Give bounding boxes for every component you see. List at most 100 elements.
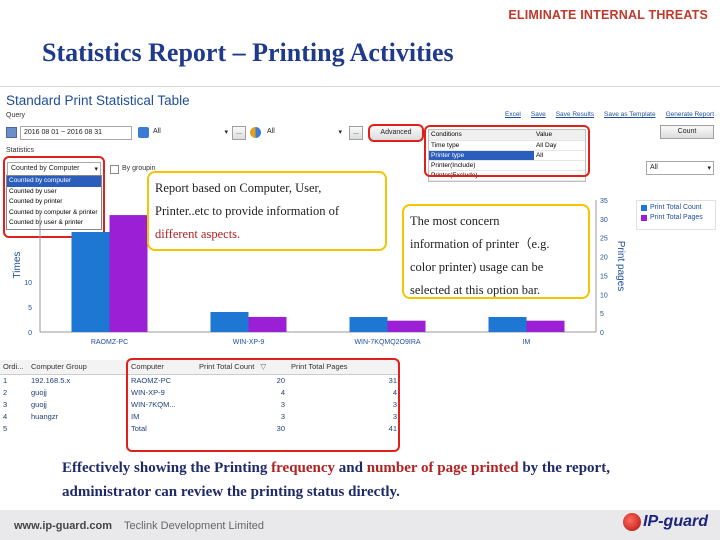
callout-line: color printer) usage can be xyxy=(410,260,544,274)
logo-mark-icon xyxy=(623,513,642,531)
cell-order: 5 xyxy=(3,423,8,433)
y2-tick-label: 10 xyxy=(600,292,608,299)
legend-swatch-pages xyxy=(641,214,647,221)
bar-print-count xyxy=(349,317,388,332)
legend-item: Print Total Count xyxy=(641,204,711,211)
count-button[interactable]: Count xyxy=(660,125,714,139)
condition-name: Time type xyxy=(429,140,534,151)
computer-icon xyxy=(138,127,149,138)
cell-pages: 3 xyxy=(392,411,397,421)
users-icon xyxy=(250,127,261,138)
footer-url[interactable]: www.ip-guard.com xyxy=(14,520,112,532)
statistics-highlight xyxy=(3,156,105,238)
x-tick-label: WIN-7KQMQ2O9IRA xyxy=(354,339,420,346)
caption-text: Effectively showing the Printing xyxy=(62,460,272,476)
bar-print-count xyxy=(210,312,249,332)
value-header: Value xyxy=(533,130,585,141)
user-browse-button[interactable]: ... xyxy=(349,126,363,140)
table-row[interactable]: 4 huangzr IM 3 3 xyxy=(0,410,400,422)
callout-line: information of printer（e.g. xyxy=(410,237,550,251)
cell-order: 4 xyxy=(3,411,8,421)
table-row[interactable]: 3 guojj WIN-7KQM... 3 3 xyxy=(0,398,400,410)
bar-print-pages xyxy=(526,320,565,332)
bar-print-pages xyxy=(109,215,148,332)
cell-computer: Total xyxy=(131,423,147,433)
option-user-printer[interactable]: Counted by user & printer xyxy=(9,219,84,226)
bar-print-count xyxy=(71,232,110,332)
all-select[interactable]: All ▾ xyxy=(646,161,714,175)
save-link[interactable]: Save xyxy=(530,111,546,118)
x-tick-label: WIN-XP-9 xyxy=(233,339,265,346)
table-row[interactable]: 2 guojj WIN-XP-9 4 4 xyxy=(0,386,400,398)
table-row[interactable]: 1 192.168.5.x RAOMZ-PC 20 31 xyxy=(0,374,400,386)
condition-row[interactable]: Printer(Include) xyxy=(429,160,585,171)
statistics-options-list: Counted by computer Counted by user Coun… xyxy=(6,175,102,230)
x-tick-label: IM xyxy=(523,339,531,346)
caption-highlight-frequency: frequency xyxy=(271,460,336,476)
report-title: Standard Print Statistical Table xyxy=(6,93,190,108)
footer-bar xyxy=(0,510,720,540)
cell-count: 20 xyxy=(276,375,285,385)
user-select[interactable]: All ▾ xyxy=(264,126,344,140)
date-range-field[interactable]: 2016 08 01 ~ 2016 08 31 xyxy=(20,126,132,140)
cell-group: guojj xyxy=(31,387,47,397)
cell-order: 1 xyxy=(3,375,8,385)
chevron-down-icon: ▾ xyxy=(707,165,711,172)
save-results-link[interactable]: Save Results xyxy=(555,111,595,118)
tagline: ELIMINATE INTERNAL THREATS xyxy=(508,8,708,22)
y2-tick-label: 25 xyxy=(600,236,608,243)
legend-item: Print Total Pages xyxy=(641,214,711,221)
conditions-highlight xyxy=(424,125,590,177)
col-computer[interactable]: Computer xyxy=(128,360,196,375)
groupby-checkbox[interactable] xyxy=(110,165,119,174)
col-print-count[interactable]: Print Total Count ▽ xyxy=(196,360,288,375)
cell-count: 30 xyxy=(276,423,285,433)
computer-select[interactable]: All ▾ xyxy=(150,126,230,140)
cell-count: 3 xyxy=(280,399,285,409)
callout-report-basis: Report based on Computer, User, Printer.… xyxy=(147,171,387,251)
cell-group xyxy=(28,422,128,434)
option-user[interactable]: Counted by user xyxy=(9,187,57,195)
y2-tick-label: 0 xyxy=(600,330,604,337)
col-computer-group[interactable]: Computer Group xyxy=(28,360,128,375)
option-computer[interactable]: Counted by computer xyxy=(7,176,101,187)
cell-group: 192.168.5.x xyxy=(31,375,71,385)
y-tick-label: 5 xyxy=(28,305,32,312)
table-row[interactable]: 5 Total 30 41 xyxy=(0,422,400,434)
col-print-count-label: Print Total Count xyxy=(199,362,255,372)
cell-computer: RAOMZ-PC xyxy=(131,375,171,385)
calendar-icon[interactable] xyxy=(6,127,17,138)
sort-icon[interactable]: ▽ xyxy=(260,362,267,372)
footer-company: Teclink Development Limited xyxy=(124,520,265,532)
excel-link[interactable]: Excel xyxy=(504,111,521,118)
logo-text: IP-guard xyxy=(643,513,708,530)
condition-name: Printer type xyxy=(429,150,534,161)
computer-browse-button[interactable]: ... xyxy=(232,126,246,140)
cell-count: 3 xyxy=(280,411,285,421)
results-table: Ordi... Computer Group Computer Print To… xyxy=(0,360,400,434)
condition-value: All Day xyxy=(533,140,585,151)
y-tick-label: 10 xyxy=(24,280,32,287)
condition-name: Printer(Include) xyxy=(429,160,534,171)
condition-row[interactable]: Printer type All xyxy=(429,150,585,161)
cell-group: guojj xyxy=(31,399,47,409)
statistics-label: Statistics xyxy=(6,147,35,154)
option-computer-printer[interactable]: Counted by computer & printer xyxy=(9,208,98,216)
generate-report-link[interactable]: Generate Report xyxy=(665,111,714,118)
save-template-link[interactable]: Save as Template xyxy=(604,111,656,118)
legend-label-count: Print Total Count xyxy=(650,204,702,211)
cell-computer: WIN-XP-9 xyxy=(131,387,165,397)
callout-line: Printer..etc to provide information of xyxy=(155,204,339,218)
option-printer[interactable]: Counted by printer xyxy=(9,198,63,205)
condition-row[interactable]: Time type All Day xyxy=(429,140,585,151)
condition-value xyxy=(533,160,585,171)
y2-tick-label: 5 xyxy=(600,311,604,318)
x-tick-label: RAOMZ-PC xyxy=(91,339,128,346)
print-chart: 0 5 10 0 5 10 15 20 25 30 35 Times Print pages RAOMZ-… xyxy=(12,198,626,346)
y-tick-label: 0 xyxy=(28,330,32,337)
col-print-pages[interactable]: Print Total Pages xyxy=(288,360,400,375)
col-order[interactable]: Ordi... xyxy=(0,360,28,375)
cell-order: 3 xyxy=(3,399,8,409)
advanced-button[interactable]: Advanced xyxy=(368,124,424,142)
legend-label-pages: Print Total Pages xyxy=(650,214,703,221)
